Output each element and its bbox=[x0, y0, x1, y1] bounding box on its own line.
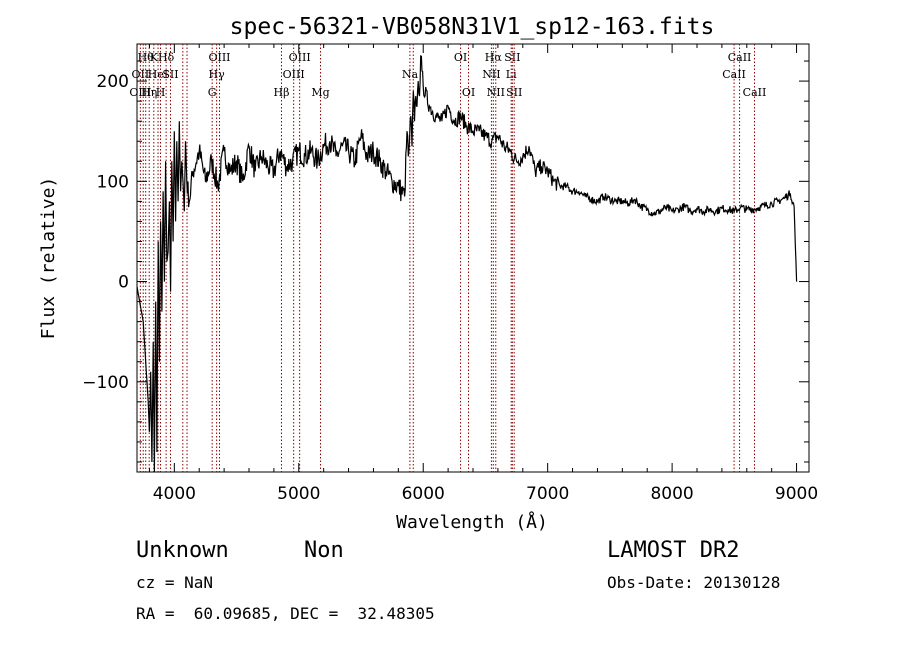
line-label: OI bbox=[454, 51, 467, 64]
y-axis-label: Flux (relative) bbox=[38, 177, 59, 340]
plot-frame bbox=[136, 43, 810, 473]
x-tick-label: 4000 bbox=[153, 484, 196, 504]
line-label: HeI bbox=[148, 68, 168, 81]
y-tick-label: −100 bbox=[82, 373, 129, 393]
line-label: Hα bbox=[485, 51, 503, 64]
line-label: OII bbox=[132, 68, 150, 81]
spectrum-series-line bbox=[136, 54, 798, 473]
line-label: CaII bbox=[722, 68, 746, 81]
line-label: NII bbox=[482, 68, 500, 81]
line-label: OIII bbox=[289, 51, 311, 64]
x-tick-label: 7000 bbox=[526, 484, 569, 504]
line-label: Hδ bbox=[158, 51, 175, 64]
series-layer bbox=[136, 54, 798, 473]
line-label: SII bbox=[504, 51, 520, 64]
line-label: Hη bbox=[141, 86, 157, 99]
y-tick-label: 0 bbox=[118, 273, 129, 293]
object-subclass: Non bbox=[304, 538, 344, 563]
line-label: CaII bbox=[743, 86, 767, 99]
x-tick-label: 6000 bbox=[402, 484, 445, 504]
line-label: G bbox=[208, 86, 217, 99]
line-label: OI bbox=[462, 86, 475, 99]
line-label: OIII bbox=[208, 51, 230, 64]
x-tick-label: 8000 bbox=[650, 484, 693, 504]
redshift-cz: cz = NaN bbox=[136, 573, 214, 592]
x-tick-label: 5000 bbox=[277, 484, 320, 504]
line-label: NII bbox=[487, 86, 505, 99]
line-label: Na bbox=[402, 68, 419, 81]
line-label: Li bbox=[506, 68, 517, 81]
y-tick-label: 200 bbox=[97, 72, 129, 92]
line-label: OIII bbox=[283, 68, 305, 81]
y-tick-label: 100 bbox=[97, 172, 129, 192]
emission-line-markers: OIIIOIIHθHηKHeIHHδSIIGHγOIIIHβOIIIOIIIMg… bbox=[129, 44, 766, 472]
ra-dec-coordinates: RA = 60.09685, DEC = 32.48305 bbox=[136, 604, 435, 623]
x-axis-label: Wavelength (Å) bbox=[396, 511, 548, 533]
line-label: Hβ bbox=[274, 86, 290, 99]
line-label: K bbox=[150, 51, 159, 64]
axis-ticks: 4000 5000 6000 7000 8000 9000 −100 0 100 200 bbox=[82, 44, 818, 504]
line-label: SII bbox=[506, 86, 522, 99]
line-label: CaII bbox=[728, 51, 752, 64]
line-label: OIII bbox=[129, 86, 151, 99]
survey-name: LAMOST DR2 bbox=[607, 538, 740, 563]
line-label: H bbox=[156, 86, 166, 99]
line-label: Hγ bbox=[209, 68, 226, 81]
observation-date: Obs-Date: 20130128 bbox=[607, 573, 781, 592]
chart-title: spec-56321-VB058N31V1_sp12-163.fits bbox=[230, 14, 715, 40]
line-label: Mg bbox=[311, 86, 329, 99]
x-tick-label: 9000 bbox=[775, 484, 818, 504]
object-class: Unknown bbox=[136, 538, 229, 563]
line-label: SII bbox=[162, 68, 178, 81]
